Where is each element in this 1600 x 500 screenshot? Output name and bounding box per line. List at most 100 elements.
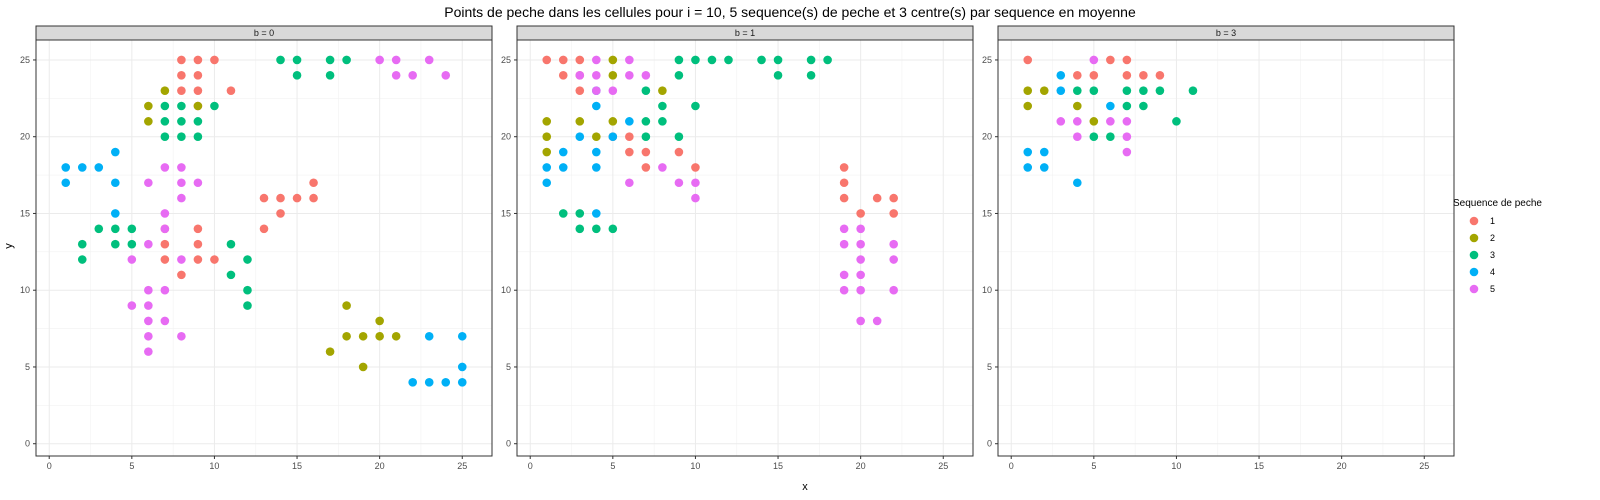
data-point-seq-3 — [111, 239, 120, 249]
legend-key-2 — [1469, 233, 1479, 243]
data-point-seq-5 — [144, 239, 153, 249]
data-point-seq-5 — [1056, 117, 1066, 126]
data-point-seq-1 — [889, 209, 898, 218]
data-point-seq-5 — [144, 285, 153, 295]
data-point-seq-5 — [1073, 117, 1082, 126]
data-point-seq-2 — [575, 117, 585, 126]
data-point-seq-5 — [375, 55, 384, 65]
data-point-seq-5 — [856, 285, 865, 295]
data-point-seq-3 — [674, 71, 684, 80]
data-point-seq-4 — [542, 163, 552, 172]
data-point-seq-5 — [177, 331, 186, 341]
data-point-seq-1 — [674, 147, 684, 157]
data-point-seq-3 — [177, 132, 186, 142]
data-point-seq-1 — [1122, 71, 1132, 80]
data-point-seq-3 — [243, 301, 252, 310]
data-point-seq-1 — [226, 86, 236, 95]
data-point-seq-3 — [325, 55, 335, 65]
data-point-seq-3 — [226, 270, 236, 280]
facets: b = 0 0 5 10 15 20 25 0 5 10 15 20 25 b = 1 0 5 10 15 20 25… — [20, 25, 1455, 471]
data-point-seq-1 — [1089, 71, 1099, 80]
data-point-seq-3 — [77, 255, 87, 264]
y-tick-label: 25 — [501, 55, 511, 65]
data-point-seq-4 — [592, 147, 601, 157]
data-point-seq-3 — [608, 224, 618, 234]
data-point-seq-1 — [1139, 71, 1148, 80]
data-point-seq-2 — [592, 132, 601, 142]
data-point-seq-3 — [77, 239, 87, 249]
data-point-seq-4 — [457, 331, 467, 341]
data-point-seq-3 — [1106, 132, 1115, 142]
data-point-seq-5 — [872, 316, 882, 326]
data-point-seq-3 — [1155, 86, 1165, 95]
data-point-seq-4 — [592, 209, 601, 218]
data-point-seq-2 — [1023, 86, 1033, 95]
data-point-seq-2 — [542, 117, 552, 126]
data-point-seq-4 — [1056, 71, 1066, 80]
data-point-seq-4 — [1056, 86, 1066, 95]
data-point-seq-1 — [641, 147, 651, 157]
data-point-seq-5 — [839, 270, 849, 280]
data-point-seq-3 — [160, 117, 170, 126]
data-point-seq-3 — [575, 209, 585, 218]
y-tick-label: 10 — [982, 285, 992, 295]
data-point-seq-3 — [674, 55, 684, 65]
data-point-seq-3 — [1139, 86, 1148, 95]
y-tick-label: 5 — [25, 362, 30, 372]
panel-background — [998, 40, 1454, 456]
data-point-seq-1 — [839, 163, 849, 172]
data-point-seq-1 — [193, 55, 203, 65]
legend-label-4: 4 — [1490, 267, 1495, 277]
data-point-seq-3 — [1172, 117, 1181, 126]
data-point-seq-1 — [160, 239, 170, 249]
data-point-seq-5 — [1122, 132, 1132, 142]
data-point-seq-5 — [160, 316, 170, 326]
data-point-seq-1 — [542, 55, 552, 65]
legend-key-4 — [1469, 267, 1479, 277]
data-point-seq-1 — [259, 193, 269, 203]
data-point-seq-3 — [707, 55, 717, 65]
data-point-seq-3 — [243, 285, 252, 295]
data-point-seq-2 — [658, 86, 667, 95]
data-point-seq-3 — [94, 224, 104, 234]
data-point-seq-4 — [542, 178, 552, 188]
data-point-seq-3 — [1089, 132, 1099, 142]
data-point-seq-2 — [342, 301, 351, 310]
data-point-seq-5 — [856, 316, 865, 326]
y-tick-label: 25 — [20, 55, 30, 65]
data-point-seq-1 — [193, 255, 203, 264]
data-point-seq-2 — [1039, 86, 1049, 95]
data-point-seq-5 — [889, 239, 898, 249]
data-point-seq-5 — [658, 163, 667, 172]
legend-title: Sequence de peche — [1453, 198, 1542, 209]
y-tick-label: 15 — [982, 208, 992, 218]
data-point-seq-4 — [1023, 147, 1033, 157]
data-point-seq-5 — [177, 255, 186, 264]
data-point-seq-5 — [856, 255, 865, 264]
data-point-seq-3 — [658, 117, 667, 126]
data-point-seq-4 — [1073, 178, 1082, 188]
data-point-seq-1 — [210, 55, 219, 65]
data-point-seq-2 — [542, 132, 552, 142]
data-point-seq-1 — [177, 86, 186, 95]
data-point-seq-5 — [144, 316, 153, 326]
facet-panel-2: b = 3 0 5 10 15 20 25 0 5 10 15 20 25 — [982, 25, 1455, 471]
data-point-seq-1 — [309, 193, 318, 203]
data-point-seq-5 — [889, 255, 898, 264]
data-point-seq-4 — [77, 163, 87, 172]
data-point-seq-5 — [127, 255, 137, 264]
data-point-seq-5 — [160, 224, 170, 234]
x-tick-label: 0 — [1009, 461, 1014, 471]
data-point-seq-5 — [625, 178, 634, 188]
legend-key-3 — [1469, 250, 1479, 260]
data-point-seq-3 — [193, 132, 203, 142]
data-point-seq-4 — [558, 147, 568, 157]
data-point-seq-4 — [592, 101, 601, 111]
data-point-seq-1 — [160, 255, 170, 264]
data-point-seq-3 — [1188, 86, 1198, 95]
data-point-seq-5 — [856, 224, 865, 234]
data-point-seq-4 — [408, 378, 417, 387]
x-tick-label: 0 — [47, 461, 52, 471]
data-point-seq-5 — [144, 178, 153, 188]
data-point-seq-3 — [226, 239, 236, 249]
